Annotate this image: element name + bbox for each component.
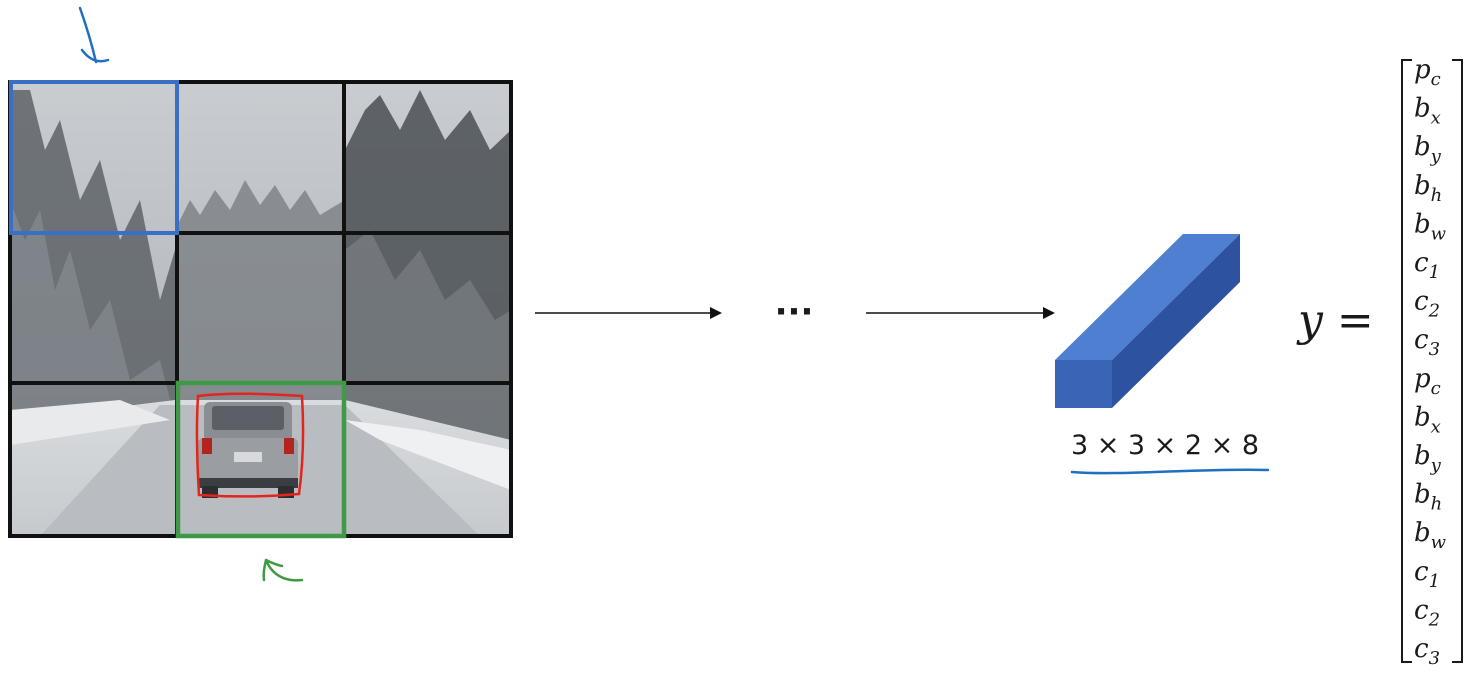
left-forest (10, 90, 175, 420)
vector-entry-c-3-15: c3 (1414, 634, 1440, 669)
vector-entry-b-h-3: bh (1414, 171, 1442, 206)
equation-lhs: y = (1296, 295, 1374, 346)
vector-entry-b-x-9: bx (1414, 402, 1441, 437)
vector-entry-b-y-2: by (1414, 132, 1442, 167)
output-volume-top (1055, 234, 1240, 360)
vector-entry-b-w-12: bw (1414, 518, 1447, 553)
vector-entry-c-1-5: c1 (1414, 248, 1440, 283)
output-volume-side (1112, 234, 1240, 408)
vector-left-bracket (1401, 59, 1412, 663)
vector-entry-c-3-7: c3 (1414, 325, 1440, 360)
vector-entry-c-1-13: c1 (1414, 557, 1440, 592)
blue-pointer-arrow (78, 6, 110, 64)
vector-entry-p-c-8: pc (1414, 364, 1441, 399)
car (198, 402, 298, 498)
right-forest (345, 90, 511, 450)
vector-entry-b-x-1: bx (1414, 94, 1441, 129)
ellipsis: ··· (775, 292, 814, 332)
output-dimensions-label: 3 × 3 × 2 × 8 (1071, 430, 1259, 461)
output-volume-front (1055, 360, 1112, 408)
vector-entry-c-2-6: c2 (1414, 287, 1440, 322)
upper-left-cell-highlight (9, 80, 179, 235)
car-cell-highlight (175, 380, 347, 539)
snow-bank-right (345, 420, 511, 490)
vector-entry-b-h-11: bh (1414, 480, 1442, 515)
vector-entry-b-w-4: bw (1414, 209, 1447, 244)
snow-bank-left (10, 400, 170, 445)
output-volume (1055, 234, 1240, 408)
vector-right-bracket (1452, 59, 1463, 663)
green-pointer-arrow (262, 558, 304, 582)
vector-entry-b-y-10: by (1414, 441, 1442, 476)
dimensions-underline (1070, 468, 1270, 475)
vector-entry-c-2-14: c2 (1414, 595, 1440, 630)
road-photo (8, 80, 513, 539)
vector-entry-p-c-0: pc (1414, 55, 1441, 90)
car-bounding-box (195, 392, 305, 498)
